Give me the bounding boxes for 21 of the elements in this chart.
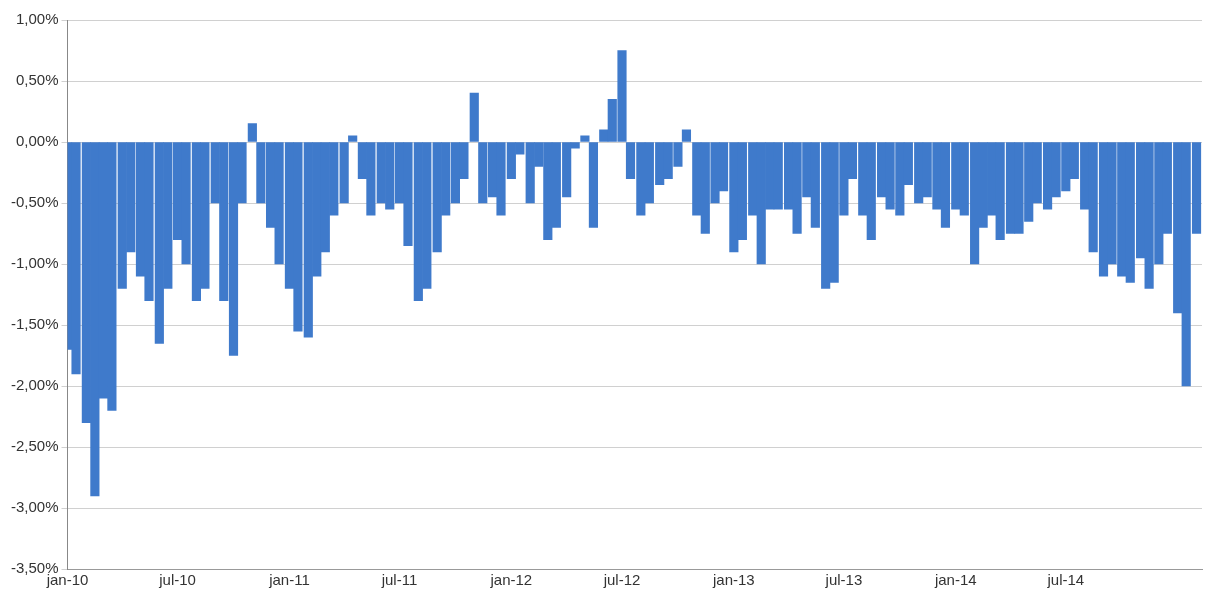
bar [580, 135, 590, 142]
y-tick-label: 0,00% [15, 132, 59, 150]
y-tick-label: -0,50% [11, 193, 59, 211]
y-tick-label: -2,50% [11, 437, 59, 455]
y-tick-label: -1,00% [11, 254, 59, 272]
y-tick-label: -3,00% [11, 498, 59, 516]
y-tick-label: -2,00% [11, 376, 59, 394]
y-tick-label: 0,50% [15, 71, 59, 89]
x-tick-label: jan-12 [489, 571, 533, 589]
y-tick-label: -1,50% [11, 315, 59, 333]
x-tick-label: jul-11 [380, 571, 418, 589]
x-tick-label: jul-13 [824, 571, 863, 589]
x-tick-label: jan-11 [268, 571, 310, 589]
y-tick-label: 1,00% [15, 10, 59, 28]
bar [588, 142, 599, 228]
x-tick-label: jan-14 [933, 571, 977, 589]
y-tick-label: -3,50% [11, 559, 59, 577]
x-tick-label: jul-14 [1046, 571, 1085, 589]
x-tick-label: jul-10 [158, 571, 196, 589]
x-tick-label: jul-12 [602, 571, 641, 589]
x-tick-label: jan-13 [712, 571, 755, 589]
